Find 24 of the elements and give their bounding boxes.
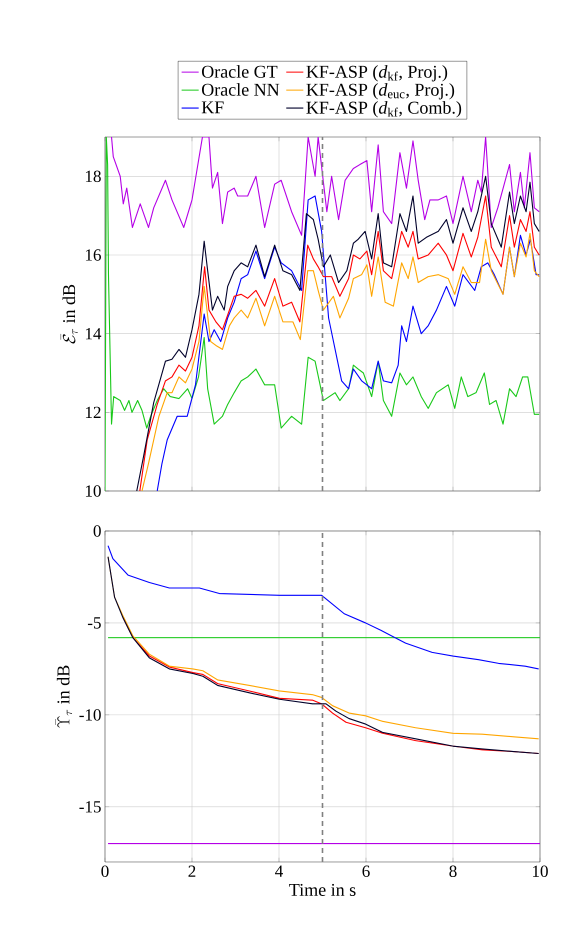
y-tick-label: 12: [86, 406, 101, 418]
legend-label: KF-ASP (d$_{kf}$, Comb.): [306, 101, 462, 118]
legend-label: Oracle NN: [202, 83, 280, 96]
x-tick-label: 4: [275, 866, 283, 877]
legend-label: KF-ASP (d$_{kf}$, Proj.): [306, 65, 448, 82]
y-tick-label: 14: [86, 328, 102, 340]
x-tick-label: 2: [188, 866, 196, 877]
y-tick-label: 18: [86, 170, 101, 182]
y-tick-label: 0: [94, 525, 101, 537]
x-tick-label: 8: [449, 866, 457, 878]
y-tick-label: -5: [88, 617, 101, 629]
x-tick-label: 6: [362, 866, 370, 877]
y-axis-title: $\bar{\Upsilon}_\tau\mbox{ in dB}$: [55, 666, 72, 728]
y-tick-label: 16: [86, 249, 101, 261]
legend-label: Oracle GT: [202, 65, 278, 78]
legend-label: KF: [202, 101, 224, 114]
y-axis-title: $\bar{\mathcal{E}}_\tau\mbox{ in dB}$: [60, 284, 78, 344]
x-tick-label: 0: [101, 866, 109, 878]
x-axis-title: Time in s: [289, 884, 356, 896]
y-tick-label: -15: [79, 801, 101, 813]
x-tick-label: 10: [532, 866, 548, 878]
y-tick-label: -10: [79, 709, 101, 721]
y-tick-label: 10: [86, 485, 101, 497]
legend-label: KF-ASP (d$_{euc}$, Proj.): [306, 83, 454, 100]
